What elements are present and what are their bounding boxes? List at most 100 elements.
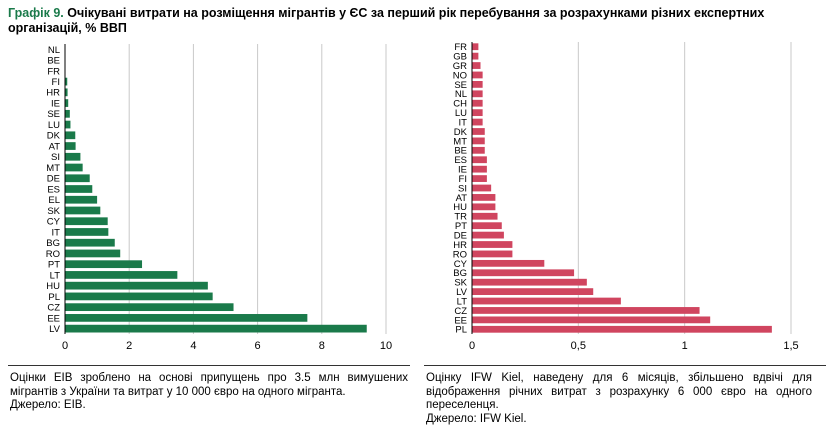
bar-sk [65,206,101,215]
bar-de [472,231,504,239]
category-label: FR [454,42,467,53]
category-label: DK [47,131,61,142]
x-tick-label: 0 [62,340,68,352]
bar-hr [472,241,513,248]
bar-si [65,152,81,161]
bar-cz [472,307,700,314]
x-tick-label: 2 [126,340,132,352]
bar-pt [65,260,143,269]
bar-pt [472,222,502,230]
bar-ee [65,314,308,322]
category-label: DE [47,174,60,185]
bar-cy [472,259,545,267]
bar-it [472,118,483,126]
category-label: IE [458,165,467,176]
bar-hr [65,88,68,97]
bar-ie [472,165,487,173]
category-label: ES [47,184,60,195]
category-label: IT [459,117,468,128]
x-tick-label: 1 [682,340,688,352]
right-note-divider [424,365,826,366]
ifw-chart-panel: FR GB GR NO SE NL CH LU IT DK MT BE ES IE FI SI AT HU TR PT… [422,40,832,365]
ifw-cost-bar-chart: FRGBGRNOSENLCHLUITDKMTBEESIEFISIATHUTRPT… [453,42,799,352]
category-label: LT [50,270,61,281]
category-label: BG [453,268,467,279]
bar-at [472,194,496,201]
bar-mt [65,163,83,172]
category-label: CH [453,99,467,110]
bar-sk [472,278,587,286]
bar-pl [65,292,213,301]
category-label: RO [453,249,467,260]
bar-dk [472,128,485,135]
eib-chart-panel: NL BE FR FI HR IE SE LU DK AT SI MT DE ES EL SK CY IT BG RO… [8,40,408,365]
bar-ch [472,99,483,107]
left-note-divider [8,365,410,366]
category-label: FI [459,174,467,185]
bar-cy [65,217,108,226]
bar-it [65,228,109,236]
figure-number: Графік 9. [8,6,64,20]
category-label: RO [46,249,60,260]
bar-ee [472,316,711,324]
bar-el [65,195,98,204]
bar-gr [472,62,481,69]
category-label: MT [453,136,467,147]
category-label: SK [47,206,60,217]
category-label: BE [454,146,467,157]
category-label: AT [49,141,61,152]
category-label: TR [454,212,467,223]
bar-es [65,185,93,193]
category-label: IE [51,98,60,109]
x-tick-label: 0,5 [571,340,586,352]
bar-fi [65,77,68,86]
category-label: LT [457,296,468,307]
category-label: NL [48,45,60,56]
bar-ie [65,99,69,107]
category-label: LV [49,324,61,335]
category-label: HU [46,281,60,292]
figure-title: Графік 9. Очікувані витрати на розміщенн… [8,6,808,36]
left-note-text: Оцінки EIB зроблено на основі припущень … [10,372,408,398]
bar-se [65,109,70,118]
bar-lt [472,297,621,305]
category-label: LU [455,108,467,119]
category-label: HR [46,88,60,99]
left-note-source: Джерело: EIB. [10,399,86,411]
category-label: CZ [47,303,60,314]
figure-title-text: Очікувані витрати на розміщення мігранті… [8,6,765,35]
right-note-text: Оцінку IFW Kiel, наведену для 6 місяців,… [426,372,812,411]
category-label: EE [454,315,467,326]
bar-tr [472,212,498,220]
category-label: GR [453,61,467,72]
bar-se [472,80,483,88]
bar-lt [65,271,178,279]
category-label: SI [458,183,467,194]
category-label: DE [454,230,467,241]
bar-hu [65,281,208,290]
bar-lu [472,109,483,117]
bar-lv [65,324,367,333]
right-note: Оцінку IFW Kiel, наведену для 6 місяців,… [426,372,812,426]
eib-cost-bar-chart: NLBEFRFIHRIESELUDKATSIMTDEESELSKCYITBGRO… [46,44,392,352]
category-label: PL [455,325,467,336]
category-label: BE [47,56,60,67]
x-tick-label: 6 [255,340,261,352]
category-label: CZ [454,306,467,317]
bar-de [65,174,90,183]
bar-lv [472,288,594,296]
x-tick-label: 8 [319,340,325,352]
category-label: FI [52,77,60,88]
category-label: LU [48,120,60,131]
category-label: NL [455,89,467,100]
bar-gb [472,52,479,60]
bar-be [472,146,485,154]
bar-nl [472,90,483,98]
bar-lu [65,120,71,129]
category-label: ES [454,155,467,166]
x-tick-label: 1,5 [783,340,798,352]
bar-pl [472,325,772,333]
category-label: IT [52,227,61,238]
x-tick-label: 10 [380,340,392,352]
category-label: EL [48,195,60,206]
